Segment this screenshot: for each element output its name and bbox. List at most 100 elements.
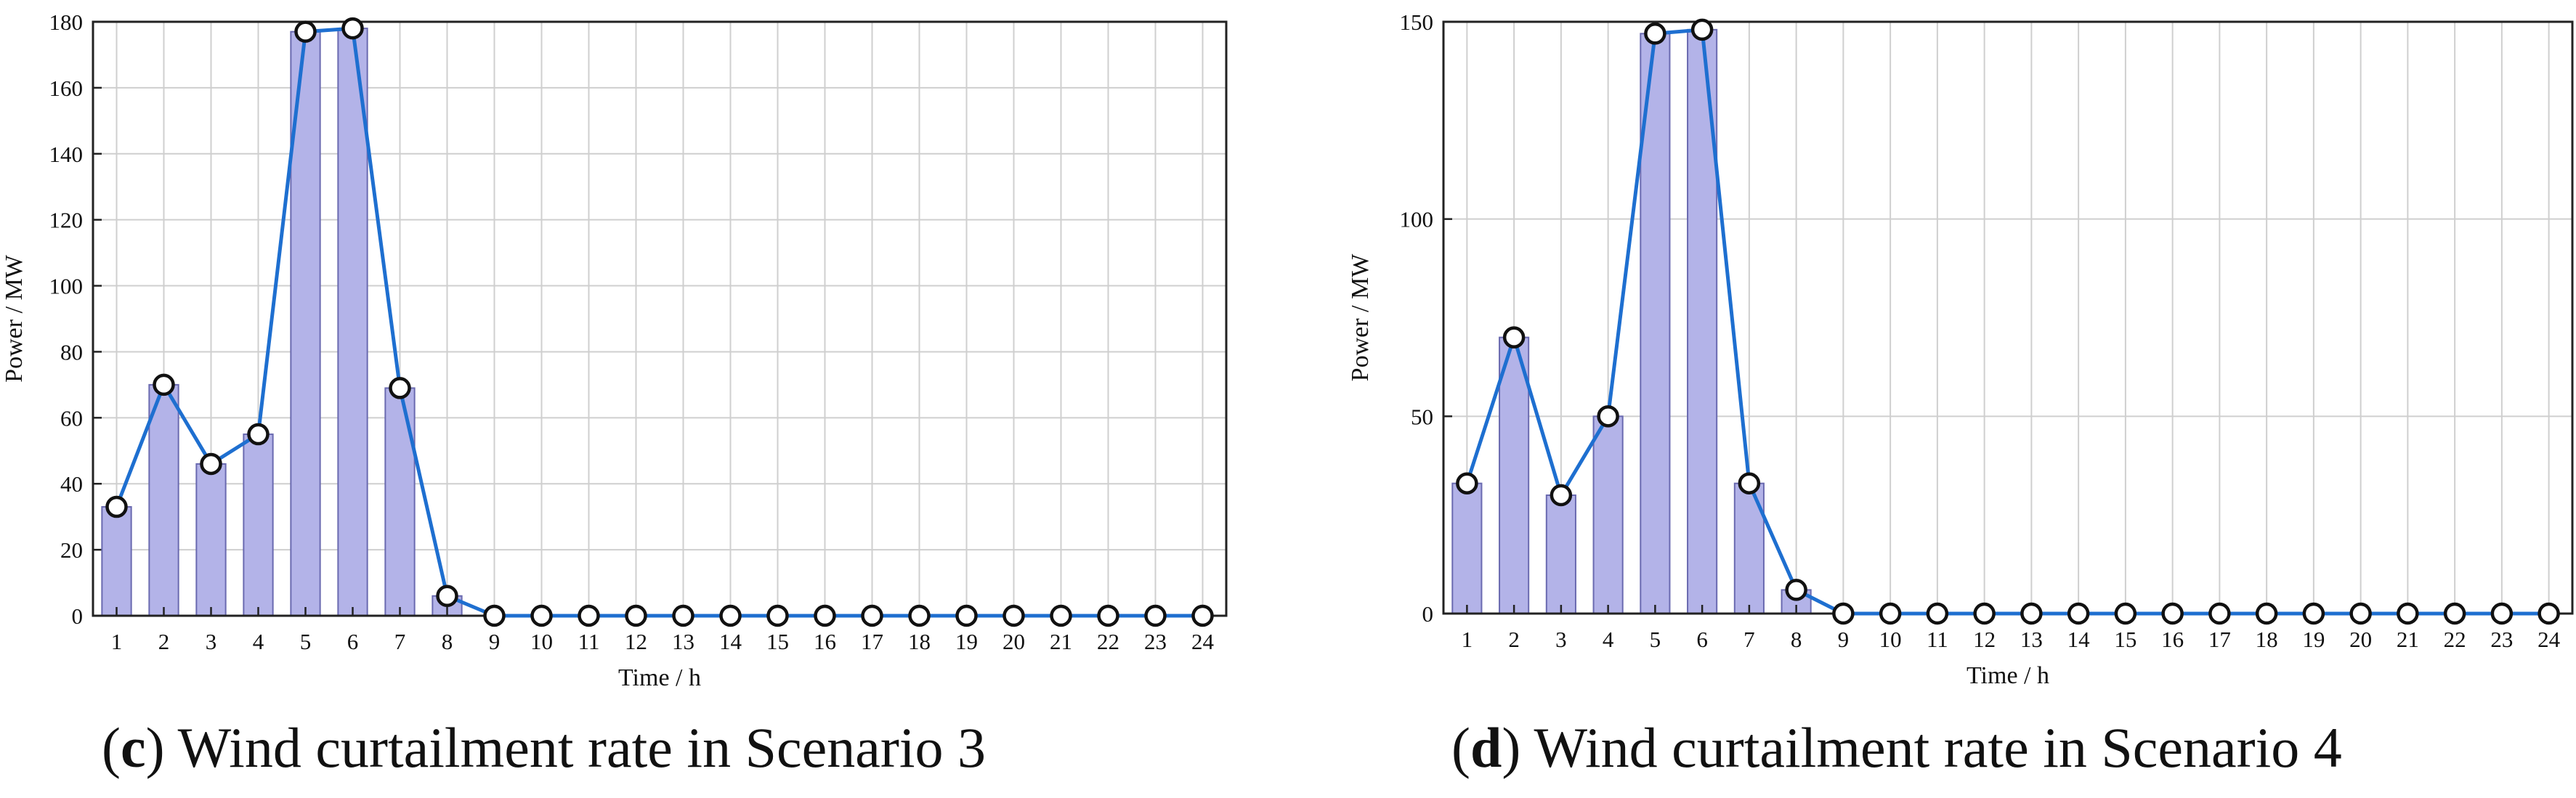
chart-c-point-8	[436, 585, 458, 607]
chart-d-xtick-label-19: 19	[2302, 627, 2325, 652]
chart-c-bar-2	[148, 383, 179, 617]
caption-d-paren-open: (	[1451, 716, 1470, 779]
chart-c-xtick-label-8: 8	[442, 629, 453, 654]
chart-c-xtick-label-10: 10	[530, 629, 553, 654]
caption-c-letter: c	[120, 716, 146, 779]
chart-d-bar-3	[1545, 494, 1576, 614]
chart-c-point-7	[389, 377, 411, 399]
chart-d-xtick-label-4: 4	[1603, 627, 1614, 652]
caption-c: (c) Wind curtailment rate in Scenario 3	[102, 715, 986, 781]
chart-c-point-22	[1097, 604, 1119, 627]
chart-c-bar-4	[243, 433, 274, 616]
chart-d-point-19	[2302, 602, 2325, 625]
chart-d-xtick-label-18: 18	[2256, 627, 2278, 652]
chart-d-point-18	[2255, 602, 2278, 625]
chart-d-bar-5	[1640, 33, 1671, 615]
chart-d-x-axis-label: Time / h	[1967, 662, 2049, 689]
chart-c-ytick-label-0: 0	[72, 603, 84, 629]
chart-panel-c: 0 20 40 60 80 100 120 140 160 180 1 2 3 4 5 6 7 8 9 10 11 12 1…	[1, 9, 1228, 781]
chart-c-ytick-label-60: 60	[60, 405, 83, 431]
chart-c-point-5	[294, 20, 317, 43]
chart-c-point-13	[672, 604, 694, 627]
chart-c-xtick-label-3: 3	[206, 629, 217, 654]
chart-c-xtick-label-12: 12	[625, 629, 647, 654]
caption-c-text: Wind curtailment rate in Scenario 3	[164, 716, 986, 779]
chart-d-point-16	[2161, 602, 2184, 625]
chart-d-y-axis-label: Power / MW	[1347, 253, 1374, 382]
chart-d-xtick-label-8: 8	[1791, 627, 1802, 652]
chart-d-xtick-label-13: 13	[2020, 627, 2043, 652]
chart-c-bar-3	[195, 463, 227, 617]
chart-d-xtick-label-20: 20	[2349, 627, 2372, 652]
chart-d-point-10	[1879, 602, 1902, 625]
chart-c-xtick-label-6: 6	[347, 629, 359, 654]
chart-d-point-20	[2349, 602, 2372, 625]
chart-panel-d: 0 50 100 150 1 2 3 4 5 6 7 8 9 10 11 12 13 14 15 16 17 18 19 20…	[1288, 0, 2576, 798]
chart-c-point-18	[908, 604, 931, 627]
chart-c-ytick-label-100: 100	[49, 274, 84, 299]
chart-c-point-2	[153, 373, 175, 396]
chart-d-ytick-label-150: 150	[1400, 9, 1434, 35]
chart-c-point-12	[625, 604, 647, 627]
chart-c-y-axis-label: Power / MW	[1, 254, 28, 383]
chart-c-xtick-label-7: 7	[394, 629, 406, 654]
chart-c-point-20	[1003, 604, 1025, 627]
chart-c-xtick-label-23: 23	[1144, 629, 1167, 654]
chart-c-point-21	[1050, 604, 1072, 627]
chart-d-xtick-label-2: 2	[1508, 627, 1520, 652]
chart-d-xtick-label-5: 5	[1650, 627, 1661, 652]
chart-c-point-9	[483, 604, 506, 627]
chart-c-point-16	[814, 604, 836, 627]
chart-d-bar-1	[1451, 482, 1483, 615]
chart-d-point-5	[1644, 23, 1666, 45]
caption-d-paren-close: )	[1502, 716, 1521, 779]
chart-d-xtick-label-11: 11	[1927, 627, 1948, 652]
chart-c-xtick-label-2: 2	[158, 629, 170, 654]
chart-d-xtick-label-22: 22	[2444, 627, 2466, 652]
chart-c-bar-5	[290, 30, 321, 616]
chart-c-point-17	[861, 604, 883, 627]
chart-c-xtick-label-20: 20	[1003, 629, 1025, 654]
chart-d-point-2	[1502, 326, 1526, 349]
chart-d-point-12	[1973, 602, 1996, 625]
chart-d-xtick-label-1: 1	[1462, 627, 1473, 652]
chart-c-point-3	[200, 452, 222, 476]
chart-c-ytick-label-180: 180	[49, 9, 84, 35]
chart-d-point-3	[1550, 484, 1573, 507]
chart-d-xtick-label-9: 9	[1838, 627, 1850, 652]
chart-c-ytick-label-40: 40	[60, 471, 83, 497]
chart-c-point-19	[955, 604, 978, 627]
chart-c-point-6	[341, 17, 364, 40]
chart-c-point-15	[766, 604, 789, 627]
chart-d-point-14	[2067, 602, 2090, 625]
chart-c-ytick-label-80: 80	[60, 339, 83, 365]
chart-c-point-24	[1191, 604, 1214, 627]
chart-c-xtick-label-14: 14	[719, 629, 742, 654]
chart-c-xtick-label-13: 13	[672, 629, 694, 654]
chart-c-series-line	[115, 26, 1203, 618]
chart-d-xtick-label-15: 15	[2114, 627, 2136, 652]
chart-c-xtick-label-15: 15	[766, 629, 789, 654]
chart-d-point-21	[2397, 602, 2419, 625]
chart-c-point-11	[578, 604, 600, 627]
chart-d-xtick-label-16: 16	[2161, 627, 2184, 652]
chart-d-xtick-label-23: 23	[2490, 627, 2513, 652]
chart-d-ytick-label-50: 50	[1411, 404, 1433, 429]
chart-c-xtick-label-4: 4	[253, 629, 264, 654]
chart-d-series-line	[1465, 28, 2549, 616]
chart-d-xtick-label-10: 10	[1879, 627, 1902, 652]
chart-c-x-axis-label: Time / h	[618, 664, 701, 691]
chart-d-point-15	[2114, 602, 2137, 625]
chart-d-xtick-label-12: 12	[1973, 627, 1996, 652]
chart-d-bar-2	[1499, 336, 1530, 614]
chart-d-ytick-label-0: 0	[1422, 601, 1434, 627]
chart-d-point-7	[1738, 472, 1761, 494]
chart-d-point-1	[1456, 472, 1478, 494]
chart-d-xtick-label-17: 17	[2208, 627, 2231, 652]
chart-c-point-23	[1144, 604, 1167, 627]
chart-d-xtick-label-3: 3	[1555, 627, 1567, 652]
chart-d-point-4	[1597, 405, 1619, 428]
chart-d-point-8	[1785, 579, 1807, 601]
caption-c-paren-close: )	[145, 716, 165, 779]
